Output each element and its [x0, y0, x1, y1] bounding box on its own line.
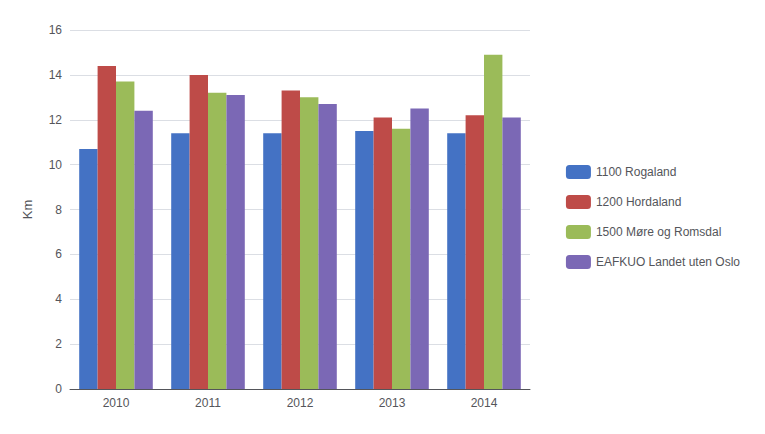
svg-text:6: 6 [55, 247, 62, 261]
svg-text:4: 4 [55, 292, 62, 306]
svg-text:16: 16 [49, 23, 63, 37]
svg-text:2012: 2012 [287, 396, 314, 410]
svg-text:EAFKUO Landet uten Oslo: EAFKUO Landet uten Oslo [596, 255, 740, 269]
svg-text:2011: 2011 [195, 396, 221, 410]
svg-text:8: 8 [55, 203, 62, 217]
svg-text:1200 Hordaland: 1200 Hordaland [596, 195, 681, 209]
svg-text:1100 Rogaland: 1100 Rogaland [596, 165, 677, 179]
svg-text:0: 0 [55, 382, 62, 396]
svg-text:2: 2 [55, 337, 62, 351]
svg-text:12: 12 [49, 113, 63, 127]
svg-text:1500 Møre og Romsdal: 1500 Møre og Romsdal [596, 225, 721, 239]
svg-text:14: 14 [49, 68, 63, 82]
svg-text:2014: 2014 [471, 396, 498, 410]
svg-text:10: 10 [49, 158, 63, 172]
svg-text:Km: Km [20, 200, 35, 220]
svg-text:2010: 2010 [103, 396, 130, 410]
svg-text:2013: 2013 [379, 396, 406, 410]
